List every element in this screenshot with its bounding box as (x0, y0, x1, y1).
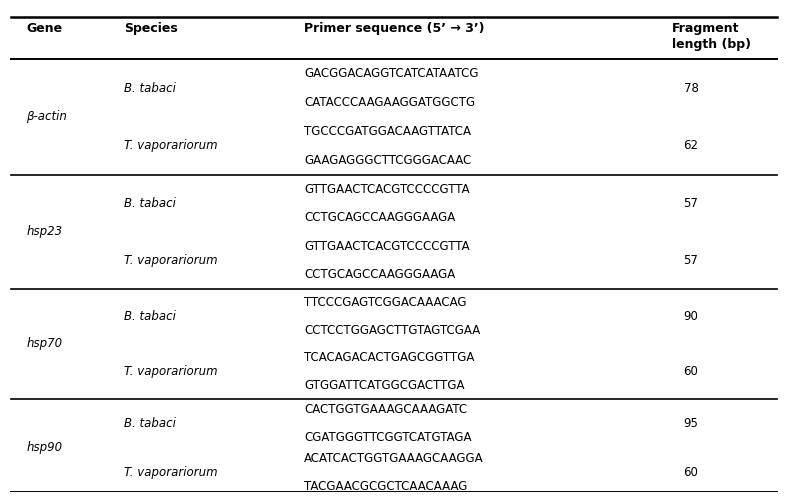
Text: β-actin: β-actin (26, 110, 67, 123)
Text: T. vaporariorum: T. vaporariorum (124, 365, 217, 378)
Text: Gene: Gene (26, 22, 62, 35)
Text: T. vaporariorum: T. vaporariorum (124, 254, 217, 267)
Text: GTTGAACTCACGTCCCCGTTA: GTTGAACTCACGTCCCCGTTA (304, 240, 470, 252)
Text: B. tabaci: B. tabaci (124, 197, 176, 210)
Text: Fragment
length (bp): Fragment length (bp) (671, 22, 751, 51)
Text: hsp90: hsp90 (26, 441, 62, 454)
Text: B. tabaci: B. tabaci (124, 417, 176, 430)
Text: CATACCCAAGAAGGATGGCTG: CATACCCAAGAAGGATGGCTG (304, 96, 475, 109)
Text: B. tabaci: B. tabaci (124, 82, 176, 94)
Text: CGATGGGTTCGGTCATGTAGA: CGATGGGTTCGGTCATGTAGA (304, 431, 471, 444)
Text: T. vaporariorum: T. vaporariorum (124, 140, 217, 153)
Text: Species: Species (124, 22, 178, 35)
Text: B. tabaci: B. tabaci (124, 310, 176, 323)
Text: Primer sequence (5’ → 3’): Primer sequence (5’ → 3’) (304, 22, 485, 35)
Text: 78: 78 (683, 82, 698, 94)
Text: TGCCCGATGGACAAGTTATCA: TGCCCGATGGACAAGTTATCA (304, 125, 471, 138)
Text: GAAGAGGGCTTCGGGACAAC: GAAGAGGGCTTCGGGACAAC (304, 154, 471, 166)
Text: 57: 57 (683, 197, 698, 210)
Text: T. vaporariorum: T. vaporariorum (124, 466, 217, 479)
Text: 90: 90 (683, 310, 698, 323)
Text: ACATCACTGGTGAAAGCAAGGA: ACATCACTGGTGAAAGCAAGGA (304, 452, 484, 465)
Text: GTTGAACTCACGTCCCCGTTA: GTTGAACTCACGTCCCCGTTA (304, 183, 470, 196)
Text: GACGGACAGGTCATCATAATCG: GACGGACAGGTCATCATAATCG (304, 67, 478, 80)
Text: 60: 60 (683, 365, 698, 378)
Text: 62: 62 (683, 140, 698, 153)
Text: CACTGGTGAAAGCAAAGATC: CACTGGTGAAAGCAAAGATC (304, 403, 467, 415)
Text: 95: 95 (683, 417, 698, 430)
Text: TTCCCGAGTCGGACAAACAG: TTCCCGAGTCGGACAAACAG (304, 296, 466, 309)
Text: 60: 60 (683, 466, 698, 479)
Text: GTGGATTCATGGCGACTTGA: GTGGATTCATGGCGACTTGA (304, 379, 464, 392)
Text: hsp70: hsp70 (26, 337, 62, 350)
Text: CCTCCTGGAGCTTGTAGTCGAA: CCTCCTGGAGCTTGTAGTCGAA (304, 324, 480, 337)
Text: hsp23: hsp23 (26, 226, 62, 239)
Text: CCTGCAGCCAAGGGAAGA: CCTGCAGCCAAGGGAAGA (304, 211, 455, 224)
Text: TACGAACGCGCTCAACAAAG: TACGAACGCGCTCAACAAAG (304, 480, 467, 493)
Text: CCTGCAGCCAAGGGAAGA: CCTGCAGCCAAGGGAAGA (304, 268, 455, 281)
Text: 57: 57 (683, 254, 698, 267)
Text: TCACAGACACTGAGCGGTTGA: TCACAGACACTGAGCGGTTGA (304, 351, 474, 364)
